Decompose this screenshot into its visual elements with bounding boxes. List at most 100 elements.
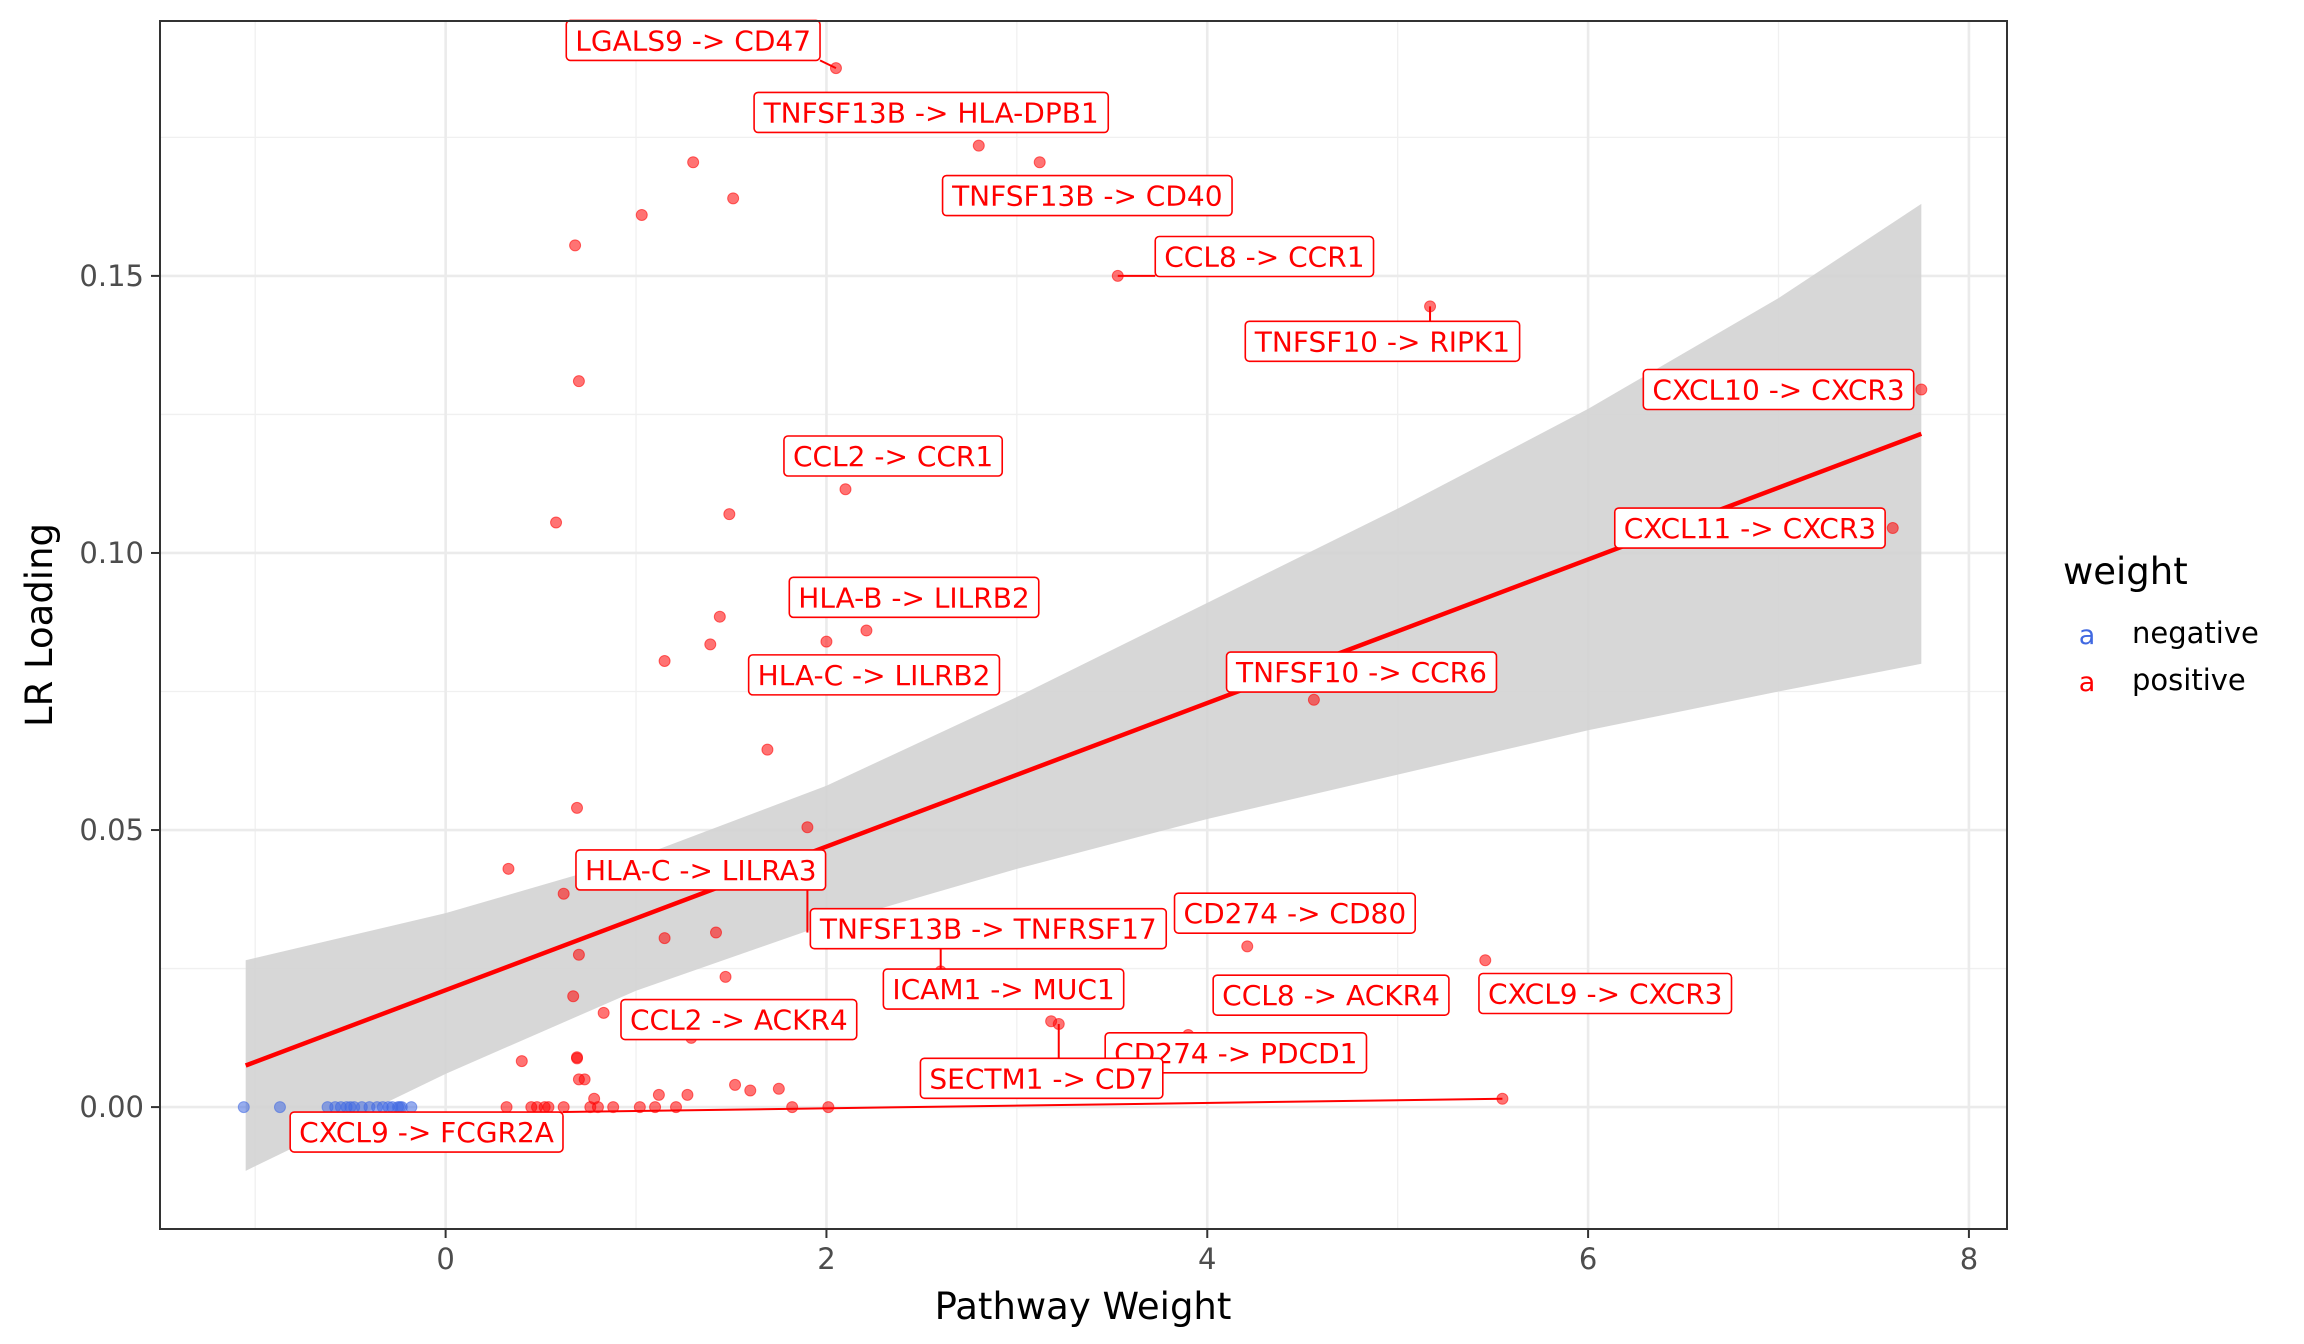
leader-line bbox=[819, 59, 837, 70]
point-positive bbox=[571, 1052, 584, 1065]
point-positive bbox=[822, 1101, 835, 1114]
point-positive bbox=[652, 1088, 665, 1101]
point-label-box bbox=[1613, 507, 1886, 549]
point-label-box bbox=[1104, 1031, 1368, 1074]
legend-key-positive: a bbox=[2079, 667, 2096, 698]
point-label: CD274 -> CD80 bbox=[1173, 892, 1416, 934]
point-label-text: CD274 -> CD80 bbox=[1184, 897, 1407, 930]
point-label: TNFSF13B -> HLA-DPB1 bbox=[753, 91, 1110, 134]
x-tick-label: 0 bbox=[436, 1242, 454, 1276]
point-label-text: TNFSF10 -> CCR6 bbox=[1235, 656, 1487, 689]
point-label: CXCL9 -> CXCR3 bbox=[1478, 972, 1733, 1015]
point-label: TNFSF10 -> RIPK1 bbox=[1244, 320, 1521, 363]
point-positive bbox=[658, 655, 671, 668]
point-positive bbox=[772, 1082, 785, 1095]
point-positive bbox=[542, 1101, 555, 1114]
y-tick-label: 0.05 bbox=[79, 813, 144, 847]
point-positive bbox=[681, 1088, 694, 1101]
point-positive bbox=[572, 948, 585, 961]
point-positive bbox=[687, 156, 700, 169]
point-label-box bbox=[809, 907, 1168, 950]
point-label-text: SECTM1 -> CD7 bbox=[929, 1062, 1153, 1095]
point-label-box bbox=[788, 576, 1040, 619]
point-positive bbox=[761, 743, 774, 756]
point-negative bbox=[405, 1101, 418, 1114]
point-positive bbox=[635, 208, 648, 221]
legend-label-positive: positive bbox=[2132, 663, 2246, 697]
point-label-text: CXCL9 -> CXCR3 bbox=[1488, 977, 1723, 1010]
point-positive bbox=[557, 887, 570, 900]
point-label-box bbox=[753, 91, 1110, 134]
point-label: CXCL10 -> CXCR3 bbox=[1642, 368, 1915, 411]
point-label-box bbox=[783, 435, 1004, 477]
point-positive bbox=[658, 932, 671, 945]
x-tick-label: 6 bbox=[1579, 1242, 1597, 1276]
point-label-text: HLA-C -> LILRA3 bbox=[585, 854, 817, 887]
x-tick-label: 2 bbox=[817, 1242, 835, 1276]
point-positive bbox=[723, 508, 736, 521]
point-label-text: CCL8 -> ACKR4 bbox=[1222, 979, 1440, 1012]
point-label: CXCL11 -> CXCR3 bbox=[1613, 507, 1886, 549]
x-axis-title: Pathway Weight bbox=[935, 1285, 1232, 1328]
point-positive bbox=[578, 1073, 591, 1086]
point-positive bbox=[710, 926, 723, 939]
point-positive bbox=[820, 635, 833, 648]
point-positive bbox=[1479, 954, 1492, 967]
point-label-box bbox=[1154, 235, 1375, 278]
point-positive bbox=[607, 1101, 620, 1114]
plot-panel-border bbox=[159, 20, 2008, 1230]
point-negative bbox=[237, 1101, 250, 1114]
point-label: CD274 -> PDCD1 bbox=[1104, 1031, 1368, 1074]
point-label: TNFSF10 -> CCR6 bbox=[1225, 651, 1498, 693]
point-label-box bbox=[1212, 974, 1450, 1016]
point-label-box bbox=[1244, 320, 1521, 363]
point-label-text: HLA-B -> LILRB2 bbox=[798, 581, 1029, 614]
point-label-box bbox=[941, 174, 1233, 217]
point-label-box bbox=[289, 1111, 564, 1153]
point-label-text: LGALS9 -> CD47 bbox=[575, 24, 811, 57]
point-positive bbox=[744, 1084, 757, 1097]
point-label: HLA-C -> LILRA3 bbox=[575, 849, 827, 891]
point-positive bbox=[713, 610, 726, 623]
point-positive bbox=[786, 1101, 799, 1114]
point-positive bbox=[1241, 940, 1254, 953]
y-axis-title: LR Loading bbox=[18, 523, 61, 727]
x-tick-label: 8 bbox=[1960, 1242, 1978, 1276]
point-label-text: CCL2 -> ACKR4 bbox=[630, 1004, 848, 1037]
y-axis-ticks: 0.00 0.05 0.10 0.15 bbox=[79, 259, 160, 1124]
point-positive bbox=[860, 624, 873, 637]
point-label: TNFSF13B -> CD40 bbox=[941, 174, 1233, 217]
point-positive bbox=[500, 1101, 513, 1114]
leader-line bbox=[562, 1097, 1503, 1114]
point-label-box bbox=[919, 1057, 1164, 1100]
leader-lines bbox=[562, 59, 1503, 1114]
point-label-box bbox=[747, 654, 1001, 696]
point-positive bbox=[591, 1101, 604, 1114]
point-label-text: TNFSF13B -> TNFRSF17 bbox=[819, 913, 1157, 946]
point-label-text: CXCL9 -> FCGR2A bbox=[299, 1116, 554, 1149]
point-label: LGALS9 -> CD47 bbox=[565, 19, 821, 62]
point-positive bbox=[704, 638, 717, 651]
x-axis-ticks: 0 2 4 6 8 bbox=[436, 1229, 1978, 1276]
point-label-text: TNFSF13B -> HLA-DPB1 bbox=[763, 96, 1099, 129]
point-label: TNFSF13B -> TNFRSF17 bbox=[809, 907, 1168, 950]
x-tick-label: 4 bbox=[1198, 1242, 1216, 1276]
legend-label-negative: negative bbox=[2132, 616, 2259, 650]
point-positive bbox=[1886, 522, 1899, 535]
point-label: CXCL9 -> FCGR2A bbox=[289, 1111, 564, 1153]
legend: weight a negative a positive bbox=[2063, 550, 2259, 698]
point-label-text: HLA-C -> LILRB2 bbox=[758, 659, 991, 692]
point-label-text: CXCL11 -> CXCR3 bbox=[1624, 512, 1876, 545]
point-label: CCL8 -> CCR1 bbox=[1154, 235, 1375, 278]
point-label: CCL8 -> ACKR4 bbox=[1212, 974, 1450, 1016]
confidence-band bbox=[245, 203, 1922, 1171]
confidence-ribbon bbox=[245, 203, 1922, 1171]
point-positive bbox=[972, 139, 985, 152]
point-labels: LGALS9 -> CD47 TNFSF13B -> HLA-DPB1 TNFSF1… bbox=[289, 19, 1915, 1153]
point-label: ICAM1 -> MUC1 bbox=[882, 968, 1125, 1010]
point-label-box bbox=[1225, 651, 1498, 693]
point-label-text: CCL8 -> CCR1 bbox=[1164, 241, 1364, 274]
point-label: HLA-B -> LILRB2 bbox=[788, 576, 1040, 619]
point-positive bbox=[572, 375, 585, 388]
